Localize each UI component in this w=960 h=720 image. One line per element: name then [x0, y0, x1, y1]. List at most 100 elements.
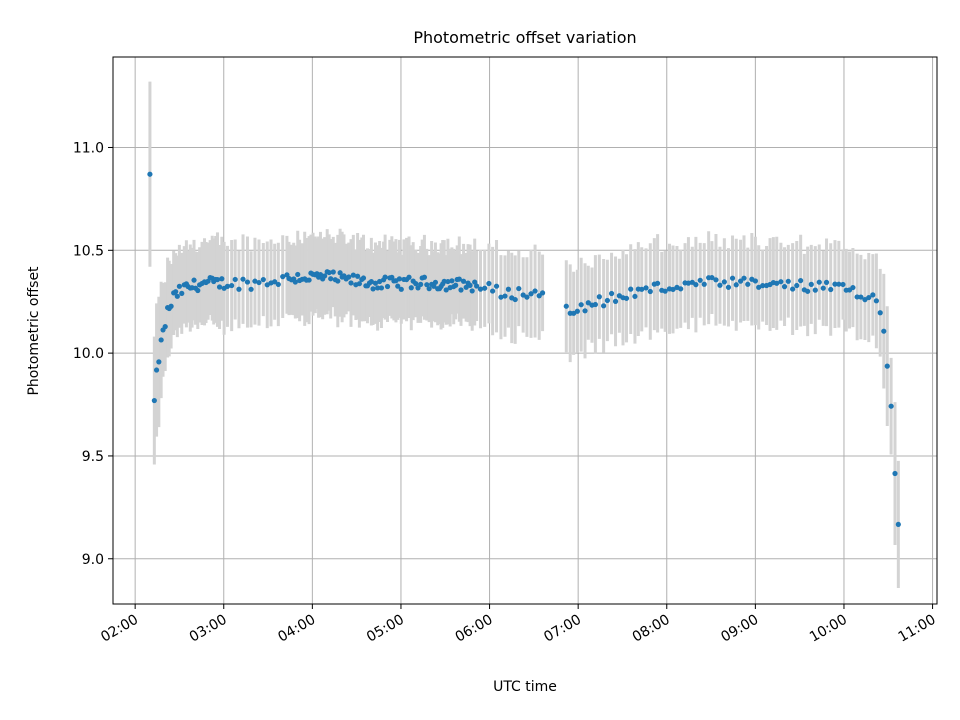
data-point	[337, 270, 343, 276]
data-point	[445, 278, 451, 285]
data-point	[368, 279, 374, 285]
data-point	[306, 277, 312, 283]
data-point	[836, 281, 842, 287]
data-point	[395, 283, 401, 289]
data-point	[574, 308, 580, 314]
data-point	[453, 282, 459, 288]
data-point	[421, 274, 428, 280]
data-point	[426, 286, 432, 292]
y-axis-label: Photometric offset	[26, 266, 42, 396]
data-point	[472, 279, 478, 285]
data-point	[216, 284, 223, 290]
data-point	[295, 271, 301, 278]
data-point	[240, 276, 246, 282]
data-point	[463, 284, 469, 290]
data-point	[733, 282, 739, 288]
data-point	[895, 521, 901, 528]
data-points	[147, 171, 901, 528]
data-point	[601, 303, 607, 309]
data-point	[214, 276, 221, 283]
data-point	[456, 276, 462, 282]
data-point	[820, 285, 826, 291]
data-point	[888, 403, 894, 409]
data-point	[335, 278, 341, 284]
data-point	[195, 287, 201, 294]
data-point	[717, 282, 723, 288]
data-point	[275, 281, 281, 288]
data-point	[360, 275, 367, 281]
data-point	[781, 284, 788, 290]
data-point	[892, 470, 898, 477]
data-point	[260, 276, 266, 283]
data-point	[808, 281, 814, 287]
data-point	[612, 298, 619, 304]
data-point	[794, 282, 800, 289]
data-point	[173, 289, 179, 295]
data-point	[176, 283, 182, 289]
data-point	[745, 281, 751, 287]
data-point	[539, 290, 546, 296]
data-point	[179, 290, 185, 296]
data-point	[328, 276, 334, 282]
data-point	[229, 282, 235, 289]
data-point	[701, 281, 707, 287]
data-point	[670, 286, 676, 293]
data-point	[431, 283, 437, 289]
data-point	[654, 280, 661, 286]
data-point	[524, 294, 530, 300]
data-point	[377, 278, 383, 285]
data-point	[317, 271, 324, 278]
data-point	[790, 286, 796, 292]
data-point	[372, 280, 379, 286]
data-point	[632, 293, 638, 300]
data-point	[413, 281, 419, 287]
data-point	[236, 286, 242, 292]
data-point	[713, 277, 719, 283]
data-point	[647, 288, 653, 295]
data-point	[482, 285, 488, 291]
data-point	[596, 294, 602, 300]
data-point	[348, 280, 354, 286]
data-point	[355, 273, 361, 279]
data-point	[382, 274, 388, 280]
y-tick-label: 9.0	[82, 552, 104, 568]
data-point	[330, 269, 336, 275]
data-point	[219, 276, 225, 282]
data-point	[502, 293, 508, 299]
data-point	[272, 279, 278, 285]
data-point	[469, 288, 475, 294]
data-point	[224, 283, 231, 289]
data-point	[396, 276, 403, 282]
data-point	[244, 279, 251, 285]
data-point	[378, 285, 385, 291]
data-point	[854, 294, 860, 300]
data-point	[608, 290, 615, 297]
data-point	[832, 281, 838, 287]
data-point	[785, 278, 791, 284]
data-point	[873, 298, 879, 304]
data-point	[232, 276, 238, 283]
data-point	[346, 274, 352, 280]
data-point	[862, 297, 868, 303]
data-point	[850, 284, 856, 291]
data-point	[505, 286, 512, 292]
data-point	[798, 277, 804, 284]
data-point	[812, 287, 818, 293]
x-axis-label: UTC time	[493, 679, 557, 695]
data-point	[582, 308, 588, 314]
data-point	[474, 283, 480, 289]
data-point	[498, 294, 504, 300]
data-point	[418, 281, 424, 287]
data-point	[604, 297, 610, 304]
data-point	[458, 287, 464, 293]
data-point	[884, 363, 890, 369]
data-point	[840, 281, 846, 288]
data-point	[774, 280, 780, 286]
y-axis-ticks: 9.0 9.5 10.0 10.5 11.0	[73, 140, 113, 568]
data-point	[460, 278, 467, 284]
data-point	[432, 279, 439, 285]
data-point	[490, 288, 496, 294]
data-point	[858, 294, 864, 300]
data-point	[398, 286, 404, 292]
y-tick-label: 10.0	[73, 346, 104, 362]
